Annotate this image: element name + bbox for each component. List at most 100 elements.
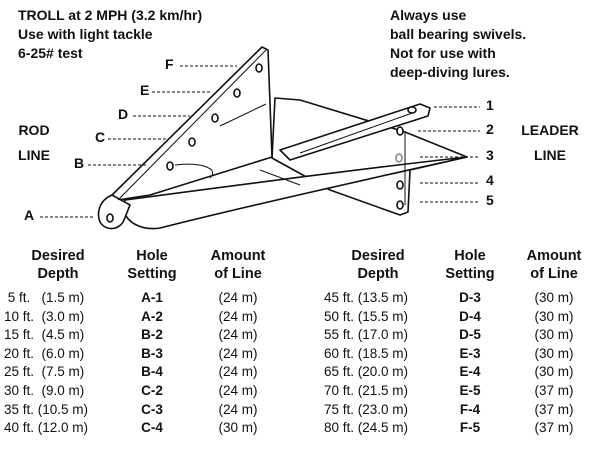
- hole-cell: C-4: [141, 420, 163, 436]
- hole-cell: C-3: [141, 401, 163, 417]
- troll-instructions: TROLL at 2 MPH (3.2 km/hr) Use with ligh…: [18, 6, 202, 63]
- line-cell: (30 m): [534, 345, 574, 361]
- warning-notes: Always use ball bearing swivels. Not for…: [390, 6, 526, 82]
- body-label-4: 4: [486, 172, 494, 188]
- hole-B[interactable]: [166, 161, 174, 171]
- depth-cell: 50 ft. (15.5 m): [324, 308, 409, 324]
- body-label-3: 3: [486, 147, 494, 163]
- hole-F[interactable]: [255, 63, 263, 73]
- line-cell: (30 m): [534, 327, 574, 343]
- hole-5[interactable]: [396, 200, 404, 210]
- table-row: 70 ft. (21.5 m) E-5 (37 m): [324, 382, 600, 401]
- fin-label-E: E: [140, 82, 150, 98]
- note-line: Use with light tackle: [18, 26, 153, 42]
- hole-cell: A-2: [141, 308, 163, 324]
- label-line: LEADER: [521, 122, 579, 138]
- table-row: 65 ft. (20.0 m) E-4 (30 m): [324, 363, 600, 382]
- hole-3[interactable]: [395, 153, 403, 163]
- nose-eyelet: [97, 194, 131, 230]
- line-cell: (30 m): [534, 290, 574, 305]
- note-line: 6-25# test: [18, 45, 83, 61]
- hole-cell: B-4: [141, 364, 163, 380]
- fin-label-D: D: [118, 106, 129, 122]
- depth-cell: 20 ft. (6.0 m): [4, 345, 85, 361]
- line-cell: (24 m): [218, 308, 258, 324]
- table-row: 60 ft. (18.5 m) E-3 (30 m): [324, 345, 600, 364]
- depth-cell: 10 ft. (3.0 m): [4, 308, 85, 324]
- line-cell: (24 m): [218, 345, 258, 361]
- header-hole: Hole Setting: [445, 248, 495, 282]
- depth-cell: 75 ft. (23.0 m): [324, 401, 409, 417]
- table-row: 45 ft. (13.5 m) D-3 (30 m): [324, 289, 600, 308]
- line-cell: (24 m): [218, 327, 258, 343]
- table-row: 10 ft. (3.0 m) A-2 (24 m): [4, 308, 284, 327]
- depth-cell: 5 ft. (1.5 m): [4, 290, 85, 305]
- header-depth: Desired Depth: [31, 248, 85, 282]
- body-plate: [271, 97, 468, 216]
- vertical-fin: [111, 46, 273, 201]
- line-cell: (24 m): [218, 364, 258, 380]
- hole-cell: F-4: [459, 401, 481, 417]
- hole-C[interactable]: [188, 137, 196, 147]
- note-line: ball bearing swivels.: [390, 26, 527, 42]
- hole-4[interactable]: [396, 180, 404, 190]
- depth-cell: 80 ft. (24.5 m): [324, 420, 409, 436]
- depth-table-right: Desired Depth Hole Setting Amount of Line 4…: [324, 247, 600, 438]
- depth-cell: 45 ft. (13.5 m): [324, 290, 409, 305]
- hole-cell: E-3: [459, 345, 481, 361]
- table-row: 5 ft. (1.5 m) A-1 (24 m): [4, 289, 284, 308]
- depth-cell: 40 ft. (12.0 m): [4, 420, 89, 436]
- note-line: Always use: [390, 7, 467, 23]
- hole-cell: D-4: [459, 308, 481, 324]
- leader-line-label: LEADER LINE: [510, 118, 590, 168]
- hole-cell: D-3: [459, 290, 481, 305]
- note-line: Not for use with: [390, 45, 496, 61]
- hole-cell: D-5: [459, 327, 481, 343]
- table-row: 15 ft. (4.5 m) B-2 (24 m): [4, 326, 284, 345]
- depth-cell: 35 ft. (10.5 m): [4, 401, 89, 417]
- upper-arm: [279, 103, 431, 161]
- body-label-5: 5: [486, 192, 494, 208]
- hole-2[interactable]: [396, 126, 404, 136]
- hole-cell: E-5: [459, 382, 481, 398]
- diver-diagram: [40, 46, 480, 230]
- hole-E[interactable]: [233, 88, 241, 98]
- hole-1[interactable]: [407, 106, 417, 114]
- fin-label-A: A: [24, 207, 35, 223]
- header-depth: Desired Depth: [351, 248, 405, 282]
- fin-label-C: C: [95, 129, 106, 145]
- table-row: 75 ft. (23.0 m) F-4 (37 m): [324, 401, 600, 420]
- line-cell: (24 m): [218, 290, 258, 305]
- depth-cell: 30 ft. (9.0 m): [4, 382, 85, 398]
- fin-label-B: B: [74, 155, 85, 171]
- hole-D[interactable]: [211, 113, 219, 123]
- table-row: 25 ft. (7.5 m) B-4 (24 m): [4, 363, 284, 382]
- label-line: LINE: [534, 147, 566, 163]
- depth-cell: 55 ft. (17.0 m): [324, 327, 409, 343]
- depth-cell: 70 ft. (21.5 m): [324, 382, 409, 398]
- header-line: Amount of Line: [526, 248, 582, 282]
- keel: [122, 156, 468, 230]
- label-line: ROD: [18, 122, 50, 138]
- table-row: 40 ft. (12.0 m) C-4 (30 m): [4, 419, 284, 438]
- header-hole: Hole Setting: [127, 248, 177, 282]
- header-line: Amount of Line: [210, 248, 266, 282]
- hole-cell: B-3: [141, 345, 163, 361]
- rod-line-label: ROD LINE: [12, 118, 56, 168]
- table-row: 30 ft. (9.0 m) C-2 (24 m): [4, 382, 284, 401]
- line-cell: (30 m): [534, 364, 574, 380]
- line-cell: (30 m): [534, 308, 574, 324]
- table-row: 20 ft. (6.0 m) B-3 (24 m): [4, 345, 284, 364]
- hole-cell: A-1: [141, 290, 163, 305]
- hole-cell: B-2: [141, 327, 163, 343]
- line-cell: (37 m): [534, 401, 574, 417]
- hole-A[interactable]: [106, 213, 114, 223]
- depth-table-left: Desired Depth Hole Setting Amount of Line 5…: [4, 247, 284, 438]
- leader-dashes: [40, 65, 480, 218]
- fin-label-F: F: [165, 56, 174, 72]
- line-cell: (37 m): [534, 382, 574, 398]
- line-cell: (30 m): [218, 420, 258, 436]
- depth-cell: 65 ft. (20.0 m): [324, 364, 409, 380]
- line-cell: (24 m): [218, 382, 258, 398]
- table-row: 35 ft. (10.5 m) C-3 (24 m): [4, 401, 284, 420]
